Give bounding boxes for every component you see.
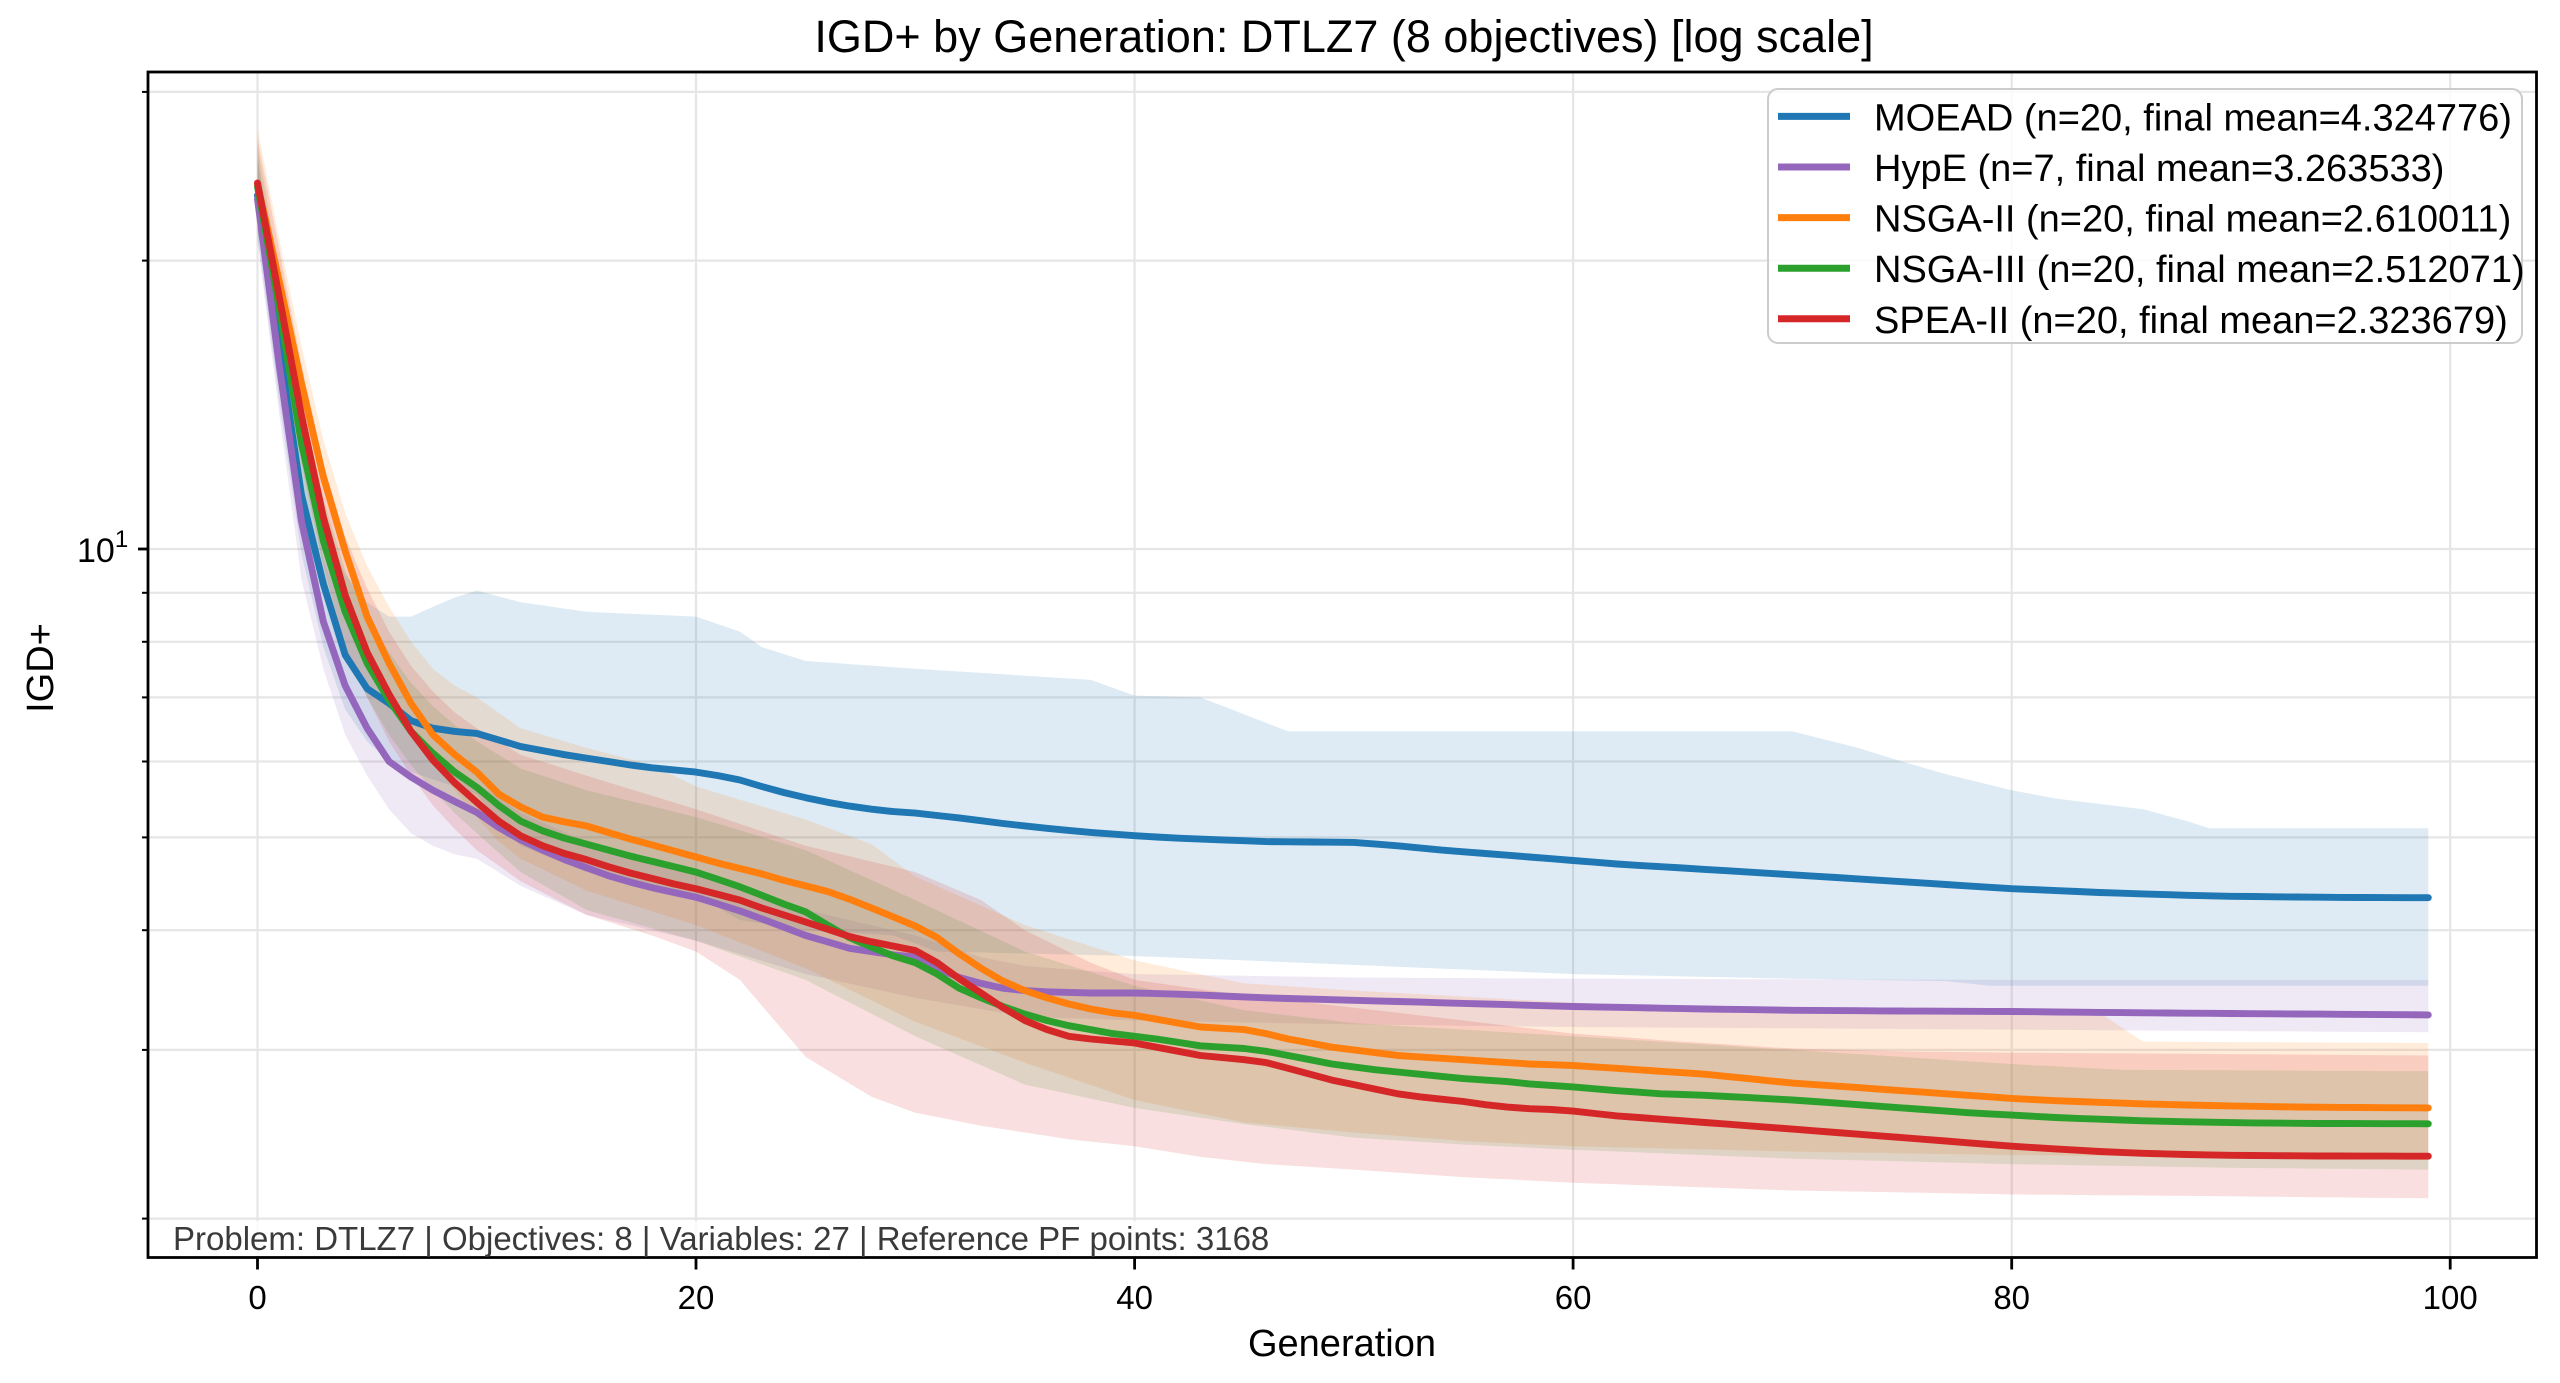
svg-text:HypE (n=7, final mean=3.263533: HypE (n=7, final mean=3.263533) <box>1874 148 2444 190</box>
svg-text:SPEA-II (n=20, final mean=2.32: SPEA-II (n=20, final mean=2.323679) <box>1874 300 2508 342</box>
svg-text:60: 60 <box>1555 1279 1592 1316</box>
svg-text:NSGA-III (n=20, final mean=2.5: NSGA-III (n=20, final mean=2.512071) <box>1874 249 2525 291</box>
svg-text:40: 40 <box>1116 1279 1153 1316</box>
svg-text:Problem: DTLZ7 | Objectives: 8: Problem: DTLZ7 | Objectives: 8 | Variabl… <box>173 1220 1269 1257</box>
svg-text:20: 20 <box>678 1279 715 1316</box>
svg-text:0: 0 <box>248 1279 266 1316</box>
svg-text:100: 100 <box>2423 1279 2478 1316</box>
svg-text:IGD+: IGD+ <box>20 623 62 713</box>
svg-text:IGD+ by Generation: DTLZ7 (8 o: IGD+ by Generation: DTLZ7 (8 objectives)… <box>814 11 1873 62</box>
svg-text:NSGA-II (n=20, final mean=2.61: NSGA-II (n=20, final mean=2.610011) <box>1874 199 2511 241</box>
svg-text:80: 80 <box>1993 1279 2030 1316</box>
svg-text:MOEAD (n=20, final mean=4.3247: MOEAD (n=20, final mean=4.324776) <box>1874 97 2512 139</box>
svg-text:Generation: Generation <box>1248 1323 1436 1365</box>
